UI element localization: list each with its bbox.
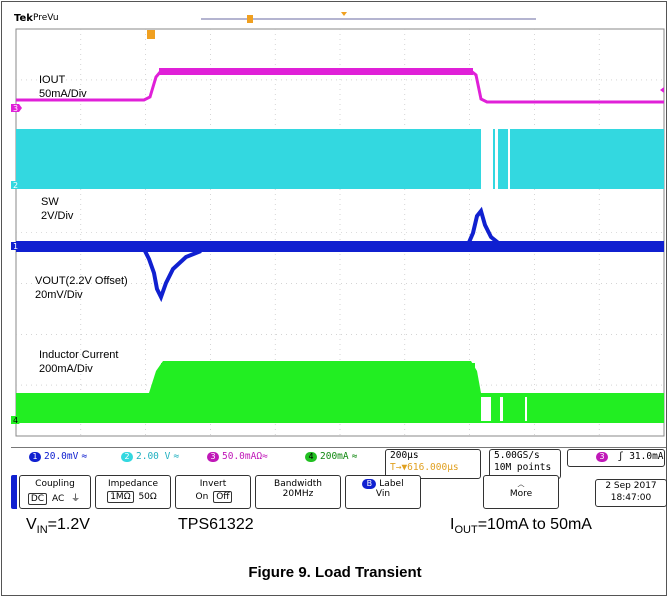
- svg-text:4: 4: [13, 416, 18, 425]
- sw-label: SW 2V/Div: [41, 196, 74, 222]
- record-position-marker: [247, 15, 253, 23]
- svg-text:3: 3: [13, 104, 18, 113]
- iout-trace: [16, 68, 664, 104]
- invert-button[interactable]: Invert On Off: [175, 475, 251, 509]
- inductor-current-label: Inductor Current 200mA/Div: [39, 349, 119, 375]
- channel-markers: 3 2 1 4: [11, 104, 22, 425]
- ch4-readout[interactable]: 4 200mA ≈: [305, 451, 357, 462]
- svg-text:1: 1: [13, 242, 18, 251]
- vin-caption: VIN=1.2V: [26, 516, 90, 536]
- horizontal-readout[interactable]: 200µs T→▼616.000µs: [385, 449, 481, 479]
- vout-label: VOUT(2.2V Offset) 20mV/Div: [35, 275, 128, 301]
- ch2-ground-marker: [11, 181, 22, 189]
- acquisition-readout[interactable]: 5.00GS/s 10M points: [489, 449, 561, 479]
- ch1-readout[interactable]: 1 20.0mV ≈: [29, 451, 87, 462]
- coupling-button[interactable]: Coupling DC AC ⏚: [19, 475, 91, 509]
- scope-header: Tek PreVu: [11, 11, 666, 29]
- iout-label: IOUT 50mA/Div: [39, 74, 87, 100]
- trigger-t-marker: [147, 30, 155, 39]
- date-time-display: 2 Sep 2017 18:47:00: [595, 479, 667, 507]
- ch2-readout[interactable]: 2 2.00 V ≈: [121, 451, 179, 462]
- menu-channel-indicator: [11, 475, 17, 509]
- svg-text:2: 2: [13, 181, 18, 190]
- status-divider: [11, 447, 666, 448]
- inductor-current-trace: [16, 361, 664, 423]
- figure-title: Figure 9. Load Transient: [248, 564, 422, 581]
- channel-status-bar: 1 20.0mV ≈ 2 2.00 V ≈ 3 50.0mAΩ≈ 4 200mA…: [11, 449, 666, 481]
- ch3-readout[interactable]: 3 50.0mAΩ≈: [207, 451, 268, 462]
- sw-trace: [16, 129, 664, 189]
- waveform-display: 3 2 1 4: [11, 12, 665, 437]
- trigger-position-marker: [341, 12, 347, 16]
- trigger-level-marker: [660, 87, 664, 93]
- iout-caption: IOUT=10mA to 50mA: [450, 516, 592, 536]
- label-button[interactable]: B Label Vin: [345, 475, 421, 509]
- more-button[interactable]: ︿ More: [483, 475, 559, 509]
- ch3-ground-marker: [11, 104, 22, 112]
- bandwidth-button[interactable]: Bandwidth 20MHz: [255, 475, 341, 509]
- tek-logo: Tek: [14, 13, 33, 24]
- part-number-caption: TPS61322: [178, 516, 254, 533]
- trigger-readout[interactable]: 3 ʃ 31.0mA: [567, 449, 665, 467]
- vout-trace: [16, 206, 664, 303]
- oscilloscope-screen: 3 2 1 4 Tek PreVu IOUT 50mA/Div SW 2V/Div …: [11, 11, 666, 481]
- acquisition-mode: PreVu: [33, 13, 59, 23]
- impedance-button[interactable]: Impedance 1MΩ 50Ω: [95, 475, 171, 509]
- vertical-menu-bar: Coupling DC AC ⏚ Impedance 1MΩ 50Ω Inver…: [11, 475, 667, 511]
- ch4-ground-marker: [11, 416, 22, 424]
- ch1-ground-marker: [11, 242, 22, 250]
